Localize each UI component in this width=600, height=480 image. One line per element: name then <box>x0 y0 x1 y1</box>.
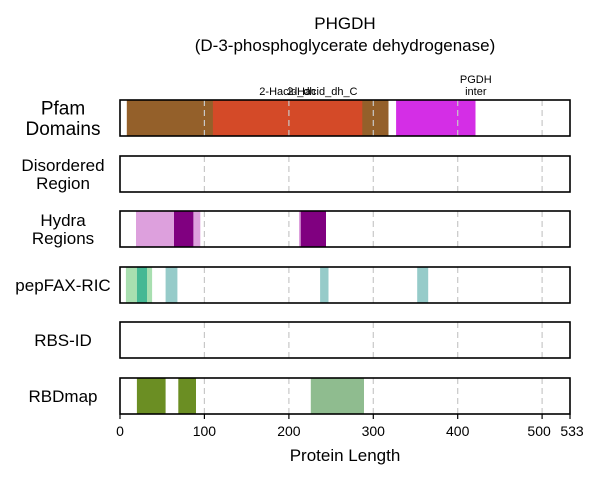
track-3: pepFAX-RIC <box>15 266 571 304</box>
track-frame <box>119 321 571 359</box>
segment <box>174 211 194 247</box>
x-tick-label: 300 <box>362 423 386 439</box>
track-frame <box>119 266 571 304</box>
segment <box>320 267 329 303</box>
track-name: pepFAX-RIC <box>15 276 110 295</box>
x-axis-label: Protein Length <box>290 446 401 465</box>
segment <box>136 378 166 414</box>
track-0: Pfam Domains 2-Hacid_dh2-Hacid_dh_C PGDH int… <box>26 74 571 140</box>
domain-label: PGDH inter <box>460 74 492 98</box>
segment <box>310 378 364 414</box>
segment <box>178 378 196 414</box>
x-tick-label: 0 <box>116 423 124 439</box>
tracks-group: Pfam Domains 2-Hacid_dh2-Hacid_dh_C PGDH int… <box>15 74 571 415</box>
segment <box>396 100 476 136</box>
track-name: RBS-ID <box>34 331 92 350</box>
segment <box>417 267 429 303</box>
segment <box>300 211 326 247</box>
segment <box>125 267 137 303</box>
domain-label: 2-Hacid_dh <box>259 86 315 98</box>
track-5: RBDmap <box>29 377 571 415</box>
track-frame <box>119 99 571 137</box>
track-name: Disordered Region <box>21 156 104 193</box>
x-tick-label: 533 <box>560 423 584 439</box>
segment <box>136 211 175 247</box>
track-2: Hydra Regions <box>32 210 571 248</box>
chart-subtitle: (D-3-phosphoglycerate dehydrogenase) <box>195 36 496 55</box>
track-name: RBDmap <box>29 387 98 406</box>
segment <box>136 267 147 303</box>
track-frame <box>119 210 571 248</box>
x-tick-label: 200 <box>277 423 301 439</box>
track-1: Disordered Region <box>21 155 571 193</box>
segment <box>299 211 301 247</box>
segment <box>147 267 153 303</box>
track-name: Pfam Domains <box>26 98 101 139</box>
x-tick-label: 400 <box>446 423 470 439</box>
domain-label: 2-Hacid_dh_C <box>287 86 357 98</box>
x-axis: 0 100 200 300 400 500 533 <box>116 414 584 439</box>
track-4: RBS-ID <box>34 321 571 359</box>
segment <box>193 211 201 247</box>
segment <box>165 267 178 303</box>
x-tick-label: 500 <box>527 423 551 439</box>
chart-title: PHGDH <box>314 14 375 33</box>
track-frame <box>119 377 571 415</box>
segment <box>212 100 363 136</box>
track-frame <box>119 155 571 193</box>
track-name: Hydra Regions <box>32 211 94 248</box>
x-tick-label: 100 <box>193 423 217 439</box>
